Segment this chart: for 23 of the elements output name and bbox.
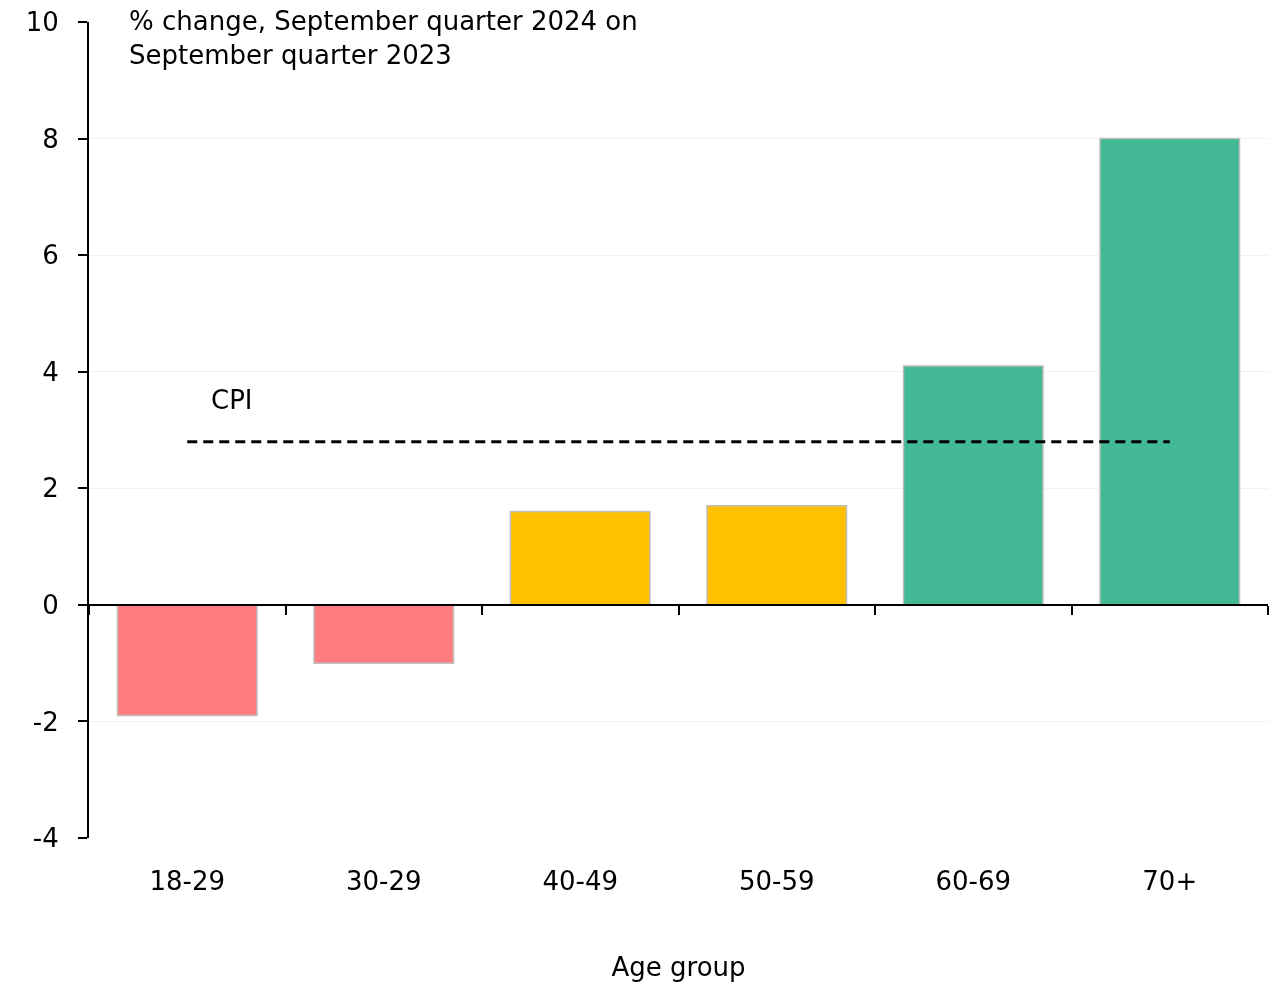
y-tick-label: 6 <box>42 240 59 271</box>
y-tick-label: 2 <box>42 473 59 504</box>
x-tick-label: 40-49 <box>542 866 619 897</box>
x-tick-label: 18-29 <box>149 866 226 897</box>
x-tick-label: 70+ <box>1142 866 1198 897</box>
bar <box>902 365 1044 606</box>
y-tick-label: -2 <box>32 706 59 737</box>
y-tick-label: 4 <box>42 356 59 387</box>
x-axis-title: Age group <box>611 952 746 983</box>
bar <box>1099 137 1241 606</box>
bar <box>706 505 848 606</box>
y-tick-label: -4 <box>32 823 59 854</box>
x-tick-label: 30-29 <box>345 866 422 897</box>
y-axis-title: % change, September quarter 2024 on September quarter 2023 <box>129 6 638 70</box>
x-tick-label: 60-69 <box>935 866 1012 897</box>
bar <box>313 604 455 664</box>
bar <box>509 510 651 606</box>
y-tick-label: 10 <box>25 7 59 38</box>
x-tick-label: 50-59 <box>738 866 815 897</box>
bar <box>116 604 258 717</box>
y-tick-label: 8 <box>42 123 59 154</box>
y-tick-label: 0 <box>42 589 59 620</box>
ref-line-label: CPI <box>211 385 253 415</box>
